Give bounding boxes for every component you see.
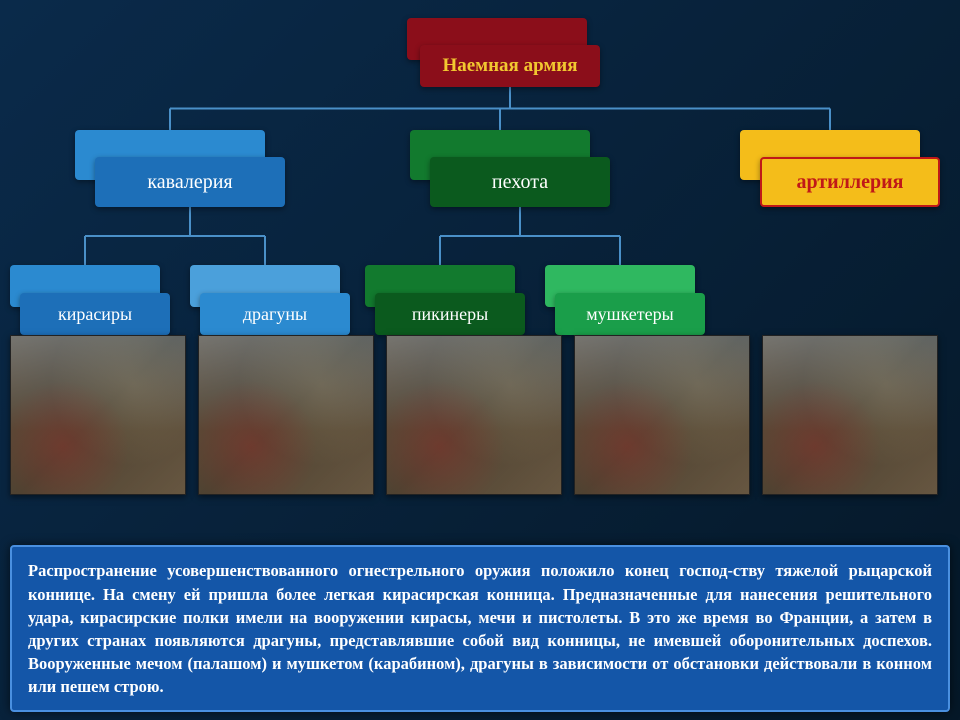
- image-row: [10, 335, 938, 495]
- artillery-node: артиллерия: [760, 157, 940, 207]
- dragoons-node: драгуны: [200, 293, 350, 335]
- illustration-1: [10, 335, 186, 495]
- cavalry-node: кавалерия: [95, 157, 285, 207]
- musketeers-node: мушкетеры: [555, 293, 705, 335]
- illustration-3: [386, 335, 562, 495]
- root-node: Наемная армия: [420, 45, 600, 87]
- illustration-5: [762, 335, 938, 495]
- illustration-2: [198, 335, 374, 495]
- caption-box: Распространение усовершенствованного огн…: [10, 545, 950, 712]
- caption-text: Распространение усовершенствованного огн…: [28, 561, 932, 695]
- pikemen-node: пикинеры: [375, 293, 525, 335]
- cuirassiers-node: кирасиры: [20, 293, 170, 335]
- infantry-node: пехота: [430, 157, 610, 207]
- illustration-4: [574, 335, 750, 495]
